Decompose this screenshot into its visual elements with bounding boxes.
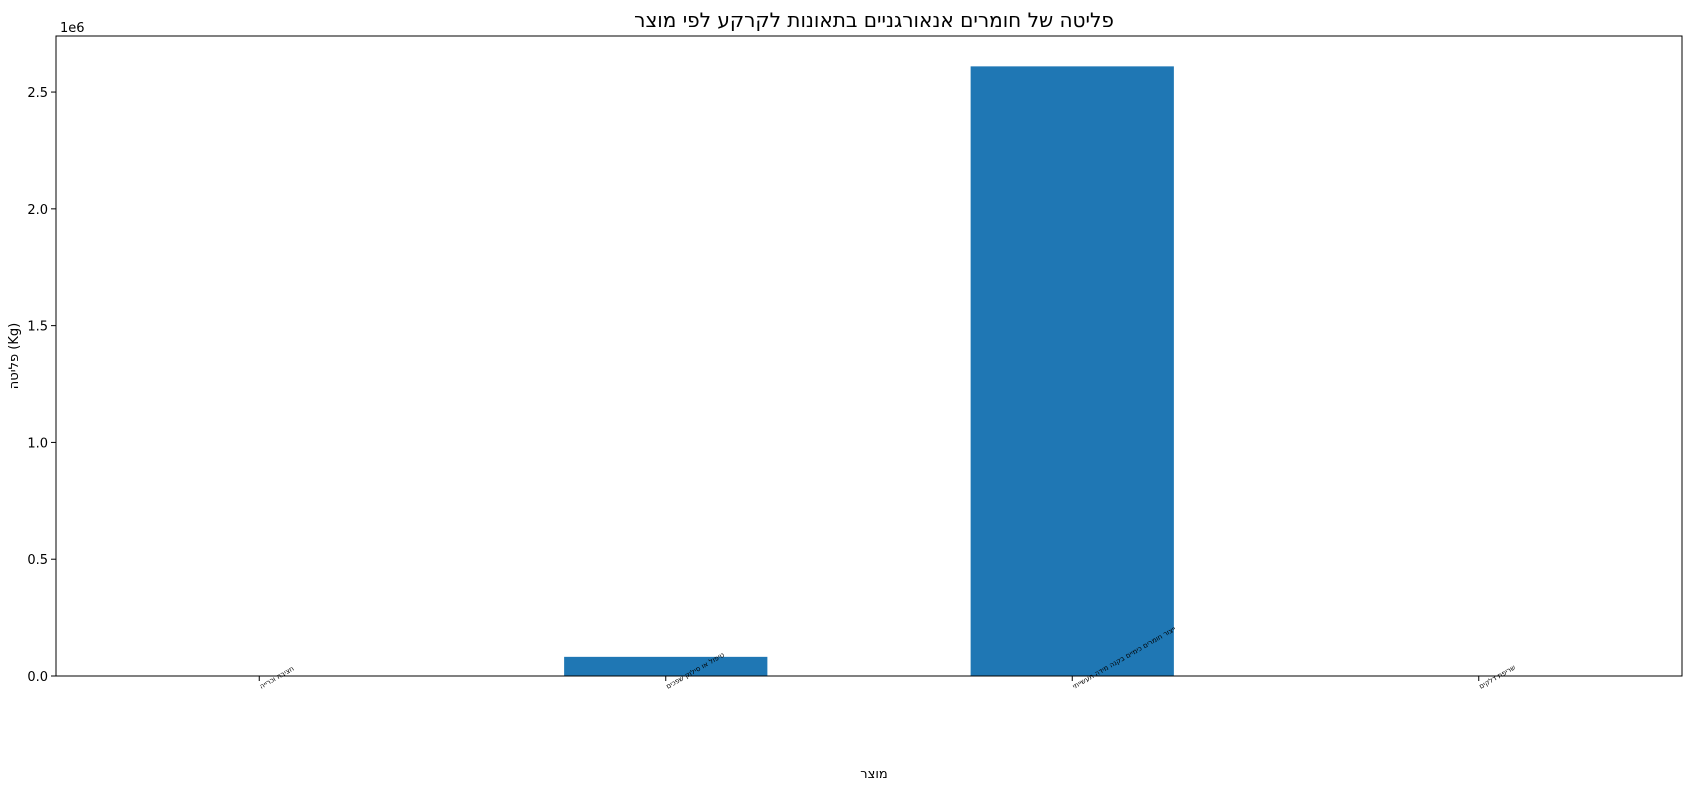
y-tick-label: 0.0	[27, 670, 48, 685]
y-tick-label: 2.0	[27, 203, 48, 218]
bar	[564, 656, 768, 676]
x-tick-label: שריפת דלקים	[1478, 663, 1517, 690]
y-tick-label: 2.5	[27, 86, 48, 101]
y-tick-label: 1.0	[27, 436, 48, 451]
y-tick-label: 0.5	[27, 553, 48, 568]
y-axis-offset-label: 1e6	[60, 21, 85, 36]
y-axis-label: פליטה (Kg)	[7, 323, 22, 389]
y-axis-ticks: 0.0 0.5 1.0 1.5 2.0 2.5	[27, 86, 56, 685]
bar	[970, 66, 1174, 676]
chart-title: פליטה של חומרים אנאורגניים בתאונות לקרקע…	[634, 8, 1114, 32]
x-axis-label: מוצר	[860, 767, 887, 782]
x-tick-label: חציבה וכרייה	[258, 665, 295, 691]
bars-group	[157, 66, 1174, 676]
plot-frame	[55, 35, 1683, 677]
x-axis-ticks: חציבה וכרייה טיפול או סילוק שפכים ייצור חו…	[258, 625, 1517, 691]
y-tick-label: 1.5	[27, 320, 48, 335]
